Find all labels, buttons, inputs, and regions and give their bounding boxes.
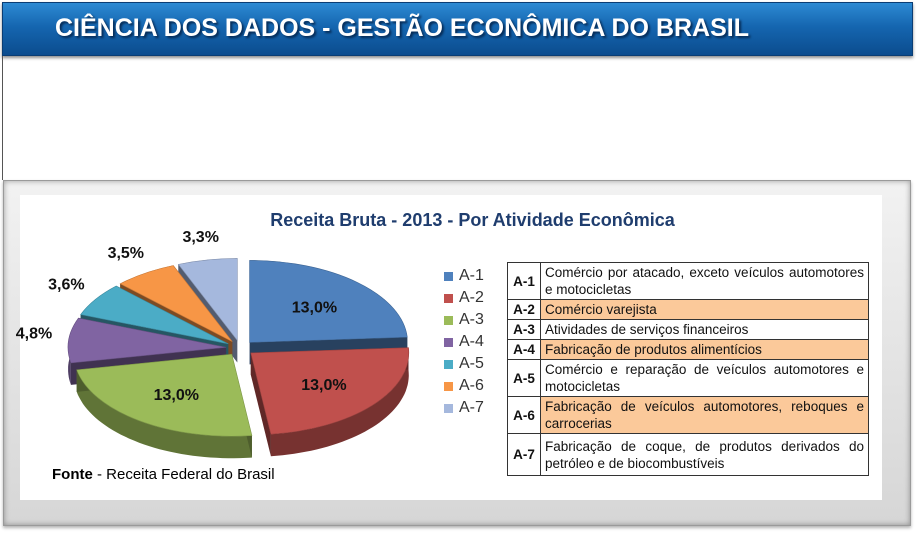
data-label-a-7: 3,3% [182, 229, 218, 246]
table-row: A-6 Fabricação de veículos automotores, r… [507, 396, 869, 434]
legend-label: A-5 [459, 355, 484, 372]
legend-item-a5: A-5 [444, 353, 484, 375]
activity-code: A-6 [507, 396, 541, 434]
legend-item-a7: A-7 [444, 397, 484, 419]
legend-swatch [444, 315, 453, 325]
activity-description: Atividades de serviços financeiros [540, 319, 869, 340]
activity-code: A-7 [507, 433, 541, 476]
pie-slice-top [249, 260, 408, 343]
pie-slice-wall [270, 347, 409, 457]
legend-label: A-4 [459, 333, 484, 350]
table-row: A-7 Fabricação de coque, de produtos deri… [507, 433, 869, 476]
data-label-a-4: 4,8% [16, 326, 52, 343]
activity-description: Comércio por atacado, exceto veículos au… [540, 262, 869, 300]
pie-slice-a-3 [76, 353, 253, 459]
pie-slice-a-2 [250, 347, 410, 457]
pie-slice-top [67, 317, 227, 364]
activity-description: Comércio varejista [540, 299, 869, 320]
activity-codes-table: A-1 Comércio por atacado, exceto veículos… [507, 262, 869, 476]
activity-description: Fabricação de veículos automotores, rebo… [540, 396, 869, 434]
source-text: - Receita Federal do Brasil [92, 466, 275, 483]
legend-swatch [444, 271, 453, 281]
table-row: A-4 Fabricação de produtos alimentícios [507, 339, 869, 360]
data-label-a-3: 13,0% [154, 387, 199, 404]
legend-swatch [444, 381, 453, 391]
data-label-a-2: 13,0% [301, 377, 346, 394]
data-label-a-6: 3,5% [108, 245, 144, 262]
chart-title: Receita Bruta - 2013 - Por Atividade Eco… [270, 210, 675, 230]
data-label-a-1: 13,0% [292, 300, 337, 317]
legend-swatch [444, 337, 453, 347]
source-note: Fonte - Receita Federal do Brasil [52, 466, 275, 483]
pie-slice-top [250, 347, 410, 435]
activity-description: Fabricação de coque, de produtos derivad… [540, 433, 869, 476]
source-label: Fonte [52, 466, 93, 483]
pie-slice-top [119, 265, 233, 342]
pie-slice-side [250, 352, 271, 457]
pie-slice-top [80, 285, 229, 345]
page-title: CIÊNCIA DOS DADOS - GESTÃO ECONÔMICA DO … [55, 14, 750, 42]
legend-label: A-6 [459, 377, 484, 394]
legend-label: A-2 [459, 289, 484, 306]
table-row: A-3 Atividades de serviços financeiros [507, 319, 869, 340]
pie-chart: 13,0% 13,0% 13,0% 4,8% 3,6% 3,5% 3,3% [16, 229, 410, 459]
legend-swatch [444, 293, 453, 303]
legend-swatch [444, 359, 453, 369]
pie-slice-wall [76, 369, 252, 459]
legend-label: A-1 [459, 267, 484, 284]
legend-item-a6: A-6 [444, 375, 484, 397]
left-divider [2, 56, 3, 180]
legend-item-a1: A-1 [444, 265, 484, 287]
activity-code: A-5 [507, 359, 541, 397]
table-row: A-2 Comércio varejista [507, 299, 869, 320]
pie-slice-top [177, 258, 238, 342]
activity-code: A-4 [507, 339, 541, 360]
legend-swatch [444, 403, 453, 413]
activity-code: A-1 [507, 262, 541, 300]
title-banner: CIÊNCIA DOS DADOS - GESTÃO ECONÔMICA DO … [2, 2, 913, 56]
activity-code: A-2 [507, 299, 541, 320]
activity-code: A-3 [507, 319, 541, 340]
table-row: A-5 Comércio e reparação de veículos auto… [507, 359, 869, 397]
legend-item-a4: A-4 [444, 331, 484, 353]
legend-label: A-3 [459, 311, 484, 328]
activity-description: Comércio e reparação de veículos automot… [540, 359, 869, 397]
activity-description: Fabricação de produtos alimentícios [540, 339, 869, 360]
legend-label: A-7 [459, 399, 484, 416]
data-label-a-5: 3,6% [48, 277, 84, 294]
pie-slice-top [76, 353, 253, 437]
legend-item-a3: A-3 [444, 309, 484, 331]
table-row: A-1 Comércio por atacado, exceto veículos… [507, 262, 869, 300]
legend-item-a2: A-2 [444, 287, 484, 309]
